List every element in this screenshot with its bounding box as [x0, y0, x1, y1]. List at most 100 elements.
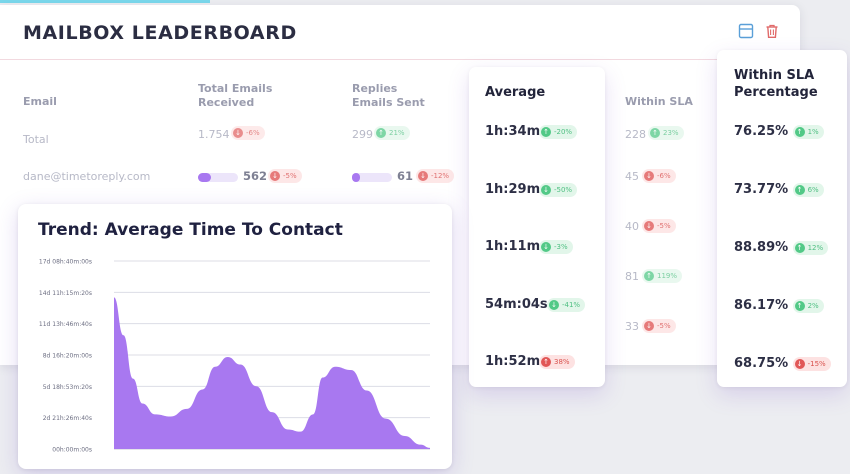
badge-text: 1%: [807, 128, 819, 136]
title-line: Within SLA: [734, 68, 815, 83]
received-change-badge: ↓ -5%: [268, 169, 302, 183]
badge-text: -5%: [283, 172, 297, 180]
arrow-up-icon: ↑: [794, 301, 805, 311]
arrow-up-icon: ↑: [541, 127, 551, 137]
title-line: Percentage: [734, 85, 818, 100]
arrow-down-icon: ↓: [644, 321, 654, 331]
badge-text: -50%: [554, 185, 573, 194]
change-badge: ↑ 6%: [792, 183, 824, 197]
arrow-up-icon: ↑: [644, 271, 654, 281]
trend-chart: 17d 08h:40m:00s 14d 11h:15m:20s 11d 13h:46…: [39, 259, 430, 454]
panel-header: MAILBOX LEADERBOARD: [0, 5, 800, 60]
arrow-down-icon: ↓: [270, 171, 280, 181]
within-sla-change-badge: ↓ -6%: [642, 169, 676, 183]
badge-text: -5%: [657, 322, 671, 330]
metric-value: 54m:04s: [485, 296, 548, 312]
column-header-replies-sent[interactable]: Replies Emails Sent: [352, 82, 425, 110]
chart-title: Trend: Average Time To Contact: [38, 220, 343, 240]
within-sla-value: 45: [625, 170, 639, 183]
change-badge: ↓ -15%: [792, 357, 831, 371]
arrow-up-icon: ↑: [541, 357, 551, 367]
column-header-line: Replies: [352, 82, 398, 95]
total-received-value: 1.754: [198, 128, 230, 141]
column-header-line: Emails Sent: [352, 96, 425, 109]
badge-text: 21%: [389, 129, 405, 137]
arrow-down-icon: ↓: [418, 171, 428, 181]
y-tick-label: 14d 11h:15m:20s: [39, 290, 92, 297]
change-badge: ↓ -3%: [539, 240, 573, 254]
arrow-up-icon: ↑: [794, 127, 805, 137]
badge-text: -3%: [554, 243, 568, 251]
badge-text: 6%: [807, 186, 819, 194]
badge-text: -15%: [807, 360, 826, 368]
received-progress-fill: [198, 173, 211, 182]
row-total-label: Total: [23, 133, 49, 146]
metric-value: 73.77%: [734, 182, 789, 197]
arrow-down-icon: ↓: [644, 221, 654, 231]
metric-value: 68.75%: [734, 356, 789, 371]
badge-text: -6%: [246, 129, 260, 137]
metric-value: 1h:52m: [485, 354, 541, 369]
arrow-down-icon: ↓: [644, 171, 654, 181]
trend-area-series: [114, 297, 430, 449]
within-sla-percentage-card: Within SLA Percentage 76.25% ↑ 1% 73.77% ↑ 6%…: [717, 50, 847, 387]
badge-text: -12%: [431, 172, 450, 180]
total-replies-value: 299: [352, 128, 373, 141]
within-sla-value: 81: [625, 270, 639, 283]
replies-progress-fill: [352, 173, 360, 182]
total-within-sla-change-badge: ↑ 23%: [648, 126, 684, 140]
change-badge: ↑ 1%: [792, 125, 824, 139]
change-badge: ↑ 38%: [539, 355, 575, 369]
arrow-down-icon: ↓: [233, 128, 243, 138]
row-email-link[interactable]: dane@timetoreply.com: [23, 170, 151, 183]
arrow-up-icon: ↑: [794, 243, 805, 253]
badge-text: -6%: [657, 172, 671, 180]
y-tick-label: 8d 16h:20m:00s: [43, 353, 92, 360]
badge-text: -5%: [657, 222, 671, 230]
within-sla-change-badge: ↑ 119%: [642, 269, 683, 283]
y-tick-label: 11d 13h:46m:40s: [39, 321, 92, 328]
total-received-change-badge: ↓ -6%: [231, 126, 265, 140]
y-tick-label: 2d 21h:26m:40s: [43, 415, 92, 422]
metric-value: 76.25%: [734, 124, 789, 139]
arrow-down-icon: ↓: [794, 359, 805, 369]
received-value: 562: [243, 169, 268, 183]
layout-icon[interactable]: [738, 23, 754, 39]
badge-text: -20%: [554, 128, 573, 136]
column-header-within-sla[interactable]: Within SLA: [625, 95, 693, 108]
metric-value: 1h:34m: [485, 124, 541, 139]
change-badge: ↓ -41%: [547, 297, 586, 312]
trash-icon[interactable]: [764, 23, 780, 39]
arrow-up-icon: ↑: [794, 185, 805, 195]
sla-card-title: Within SLA Percentage: [734, 67, 818, 101]
y-tick-label: 5d 18h:53m:20s: [43, 384, 92, 391]
column-header-total-received[interactable]: Total Emails Received: [198, 82, 272, 110]
replies-change-badge: ↓ -12%: [416, 169, 455, 183]
average-card-title: Average: [485, 85, 546, 100]
within-sla-change-badge: ↓ -5%: [642, 219, 676, 233]
column-header-line: Received: [198, 96, 255, 109]
top-accent-bar: [0, 0, 210, 3]
column-header-email[interactable]: Email: [23, 95, 57, 108]
badge-text: 12%: [807, 244, 824, 252]
badge-text: 2%: [807, 302, 819, 310]
received-progress-bar: [198, 173, 238, 182]
change-badge: ↑ 2%: [792, 299, 824, 313]
y-tick-label: 17d 08h:40m:00s: [39, 259, 92, 266]
column-header-line: Total Emails: [198, 82, 273, 95]
badge-text: 38%: [554, 358, 570, 366]
badge-text: 23%: [663, 129, 679, 137]
total-within-sla-value: 228: [625, 128, 646, 141]
replies-progress-bar: [352, 173, 392, 182]
metric-value: 86.17%: [734, 298, 789, 313]
change-badge: ↑ 12%: [792, 241, 829, 255]
metric-value: 88.89%: [734, 240, 789, 255]
arrow-down-icon: ↓: [541, 242, 551, 252]
arrow-up-icon: ↑: [376, 128, 386, 138]
within-sla-value: 33: [625, 320, 639, 333]
arrow-up-icon: ↑: [650, 128, 660, 138]
trend-chart-card: Trend: Average Time To Contact 17d 08h:4…: [18, 204, 452, 469]
within-sla-value: 40: [625, 220, 639, 233]
metric-value: 1h:29m: [485, 181, 541, 197]
badge-text: -41%: [562, 300, 581, 309]
